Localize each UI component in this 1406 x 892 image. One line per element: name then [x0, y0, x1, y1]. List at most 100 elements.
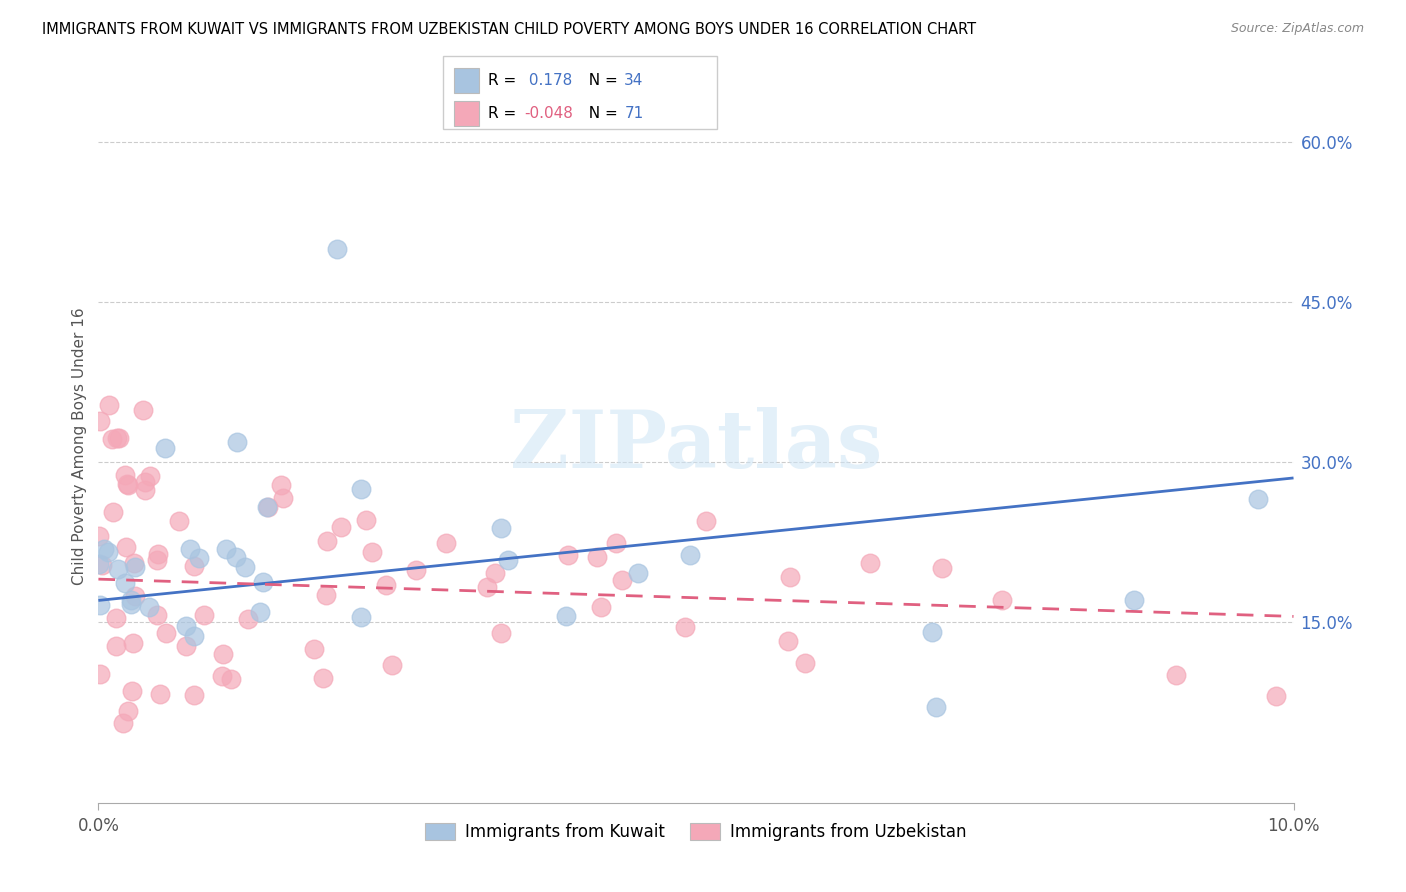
Point	[256, 500, 278, 514]
Point	[375, 578, 398, 592]
Point	[304, 642, 326, 657]
Point	[793, 656, 815, 670]
Point	[215, 542, 238, 557]
Point	[146, 553, 169, 567]
Point	[586, 550, 609, 565]
Point	[188, 551, 211, 566]
Point	[354, 513, 377, 527]
Point	[117, 704, 139, 718]
Point	[489, 520, 512, 534]
Point	[87, 557, 110, 571]
Point	[122, 635, 145, 649]
Point	[557, 548, 579, 562]
Point	[695, 514, 717, 528]
Point	[193, 607, 215, 622]
Point	[316, 534, 339, 549]
Point	[405, 563, 427, 577]
Point	[219, 672, 242, 686]
Point	[174, 640, 197, 654]
Point	[350, 482, 373, 496]
Point	[179, 541, 201, 556]
Text: N =: N =	[579, 73, 623, 87]
Point	[498, 553, 520, 567]
Point	[925, 700, 948, 714]
Point	[183, 559, 205, 574]
Point	[115, 540, 138, 554]
Point	[673, 620, 696, 634]
Point	[212, 647, 235, 661]
Point	[87, 529, 110, 543]
Point	[627, 566, 650, 580]
Point	[484, 566, 506, 580]
Text: N =: N =	[579, 106, 623, 120]
Point	[434, 536, 457, 550]
Point	[489, 625, 512, 640]
Point	[138, 600, 160, 615]
Point	[107, 562, 129, 576]
Point	[121, 684, 143, 698]
Point	[117, 478, 139, 492]
Point	[90, 558, 112, 572]
Point	[858, 556, 880, 570]
Point	[226, 434, 249, 449]
Point	[122, 556, 145, 570]
Point	[252, 574, 274, 589]
Point	[225, 550, 247, 565]
Y-axis label: Child Poverty Among Boys Under 16: Child Poverty Among Boys Under 16	[72, 307, 87, 585]
Text: 34: 34	[624, 73, 644, 87]
Point	[326, 242, 349, 256]
Point	[89, 667, 111, 681]
Point	[124, 560, 146, 574]
Point	[89, 414, 111, 428]
Text: 71: 71	[624, 106, 644, 120]
Point	[271, 491, 294, 505]
Point	[238, 611, 260, 625]
Point	[381, 658, 404, 673]
Point	[105, 431, 128, 445]
Point	[114, 468, 136, 483]
Point	[991, 593, 1014, 607]
Point	[146, 607, 169, 622]
Point	[679, 548, 702, 562]
Point	[120, 597, 142, 611]
Point	[589, 599, 612, 614]
Point	[117, 477, 139, 491]
Point	[134, 475, 156, 490]
Point	[779, 570, 801, 584]
Point	[183, 688, 205, 702]
Text: Source: ZipAtlas.com: Source: ZipAtlas.com	[1230, 22, 1364, 36]
Point	[1164, 668, 1187, 682]
Point	[114, 576, 136, 591]
Point	[167, 514, 190, 528]
Point	[610, 574, 633, 588]
Point	[330, 519, 353, 533]
Point	[146, 547, 169, 561]
Point	[183, 629, 205, 643]
Point	[101, 506, 124, 520]
Point	[605, 535, 627, 549]
Point	[153, 442, 176, 456]
Legend: Immigrants from Kuwait, Immigrants from Uzbekistan: Immigrants from Kuwait, Immigrants from …	[419, 816, 973, 848]
Point	[312, 671, 335, 685]
Point	[921, 625, 943, 640]
Text: R =: R =	[488, 106, 522, 120]
Point	[360, 545, 382, 559]
Point	[1247, 492, 1270, 507]
Point	[257, 500, 280, 515]
Point	[111, 715, 134, 730]
Text: IMMIGRANTS FROM KUWAIT VS IMMIGRANTS FROM UZBEKISTAN CHILD POVERTY AMONG BOYS UN: IMMIGRANTS FROM KUWAIT VS IMMIGRANTS FRO…	[42, 22, 976, 37]
Point	[315, 588, 337, 602]
Text: R =: R =	[488, 73, 522, 87]
Point	[120, 592, 142, 607]
Point	[97, 545, 120, 559]
Point	[148, 687, 170, 701]
Point	[233, 560, 256, 574]
Point	[89, 598, 111, 612]
Point	[477, 580, 499, 594]
Point	[107, 431, 129, 445]
Point	[349, 609, 371, 624]
Point	[93, 542, 115, 557]
Text: -0.048: -0.048	[524, 106, 574, 120]
Point	[104, 611, 127, 625]
Point	[98, 399, 121, 413]
